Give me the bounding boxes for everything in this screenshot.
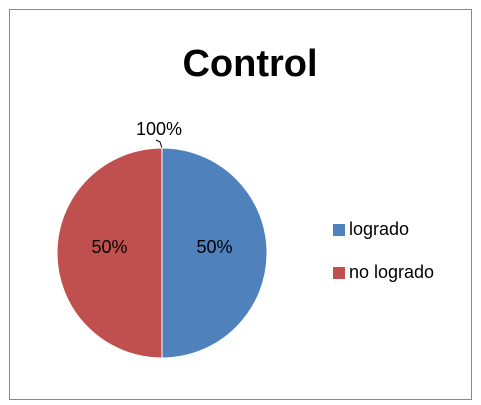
legend-label: logrado: [349, 219, 409, 239]
chart-title: Control: [182, 43, 317, 85]
legend-label: no logrado: [349, 262, 434, 282]
legend-swatch: [333, 267, 345, 279]
data-label: 50%: [196, 237, 232, 257]
legend-swatch: [333, 224, 345, 236]
data-label: 50%: [91, 237, 127, 257]
pie-slice: [161, 147, 268, 359]
annotation: 100%: [136, 119, 182, 139]
leader-line: [155, 139, 163, 149]
pie-slice: [56, 147, 163, 359]
